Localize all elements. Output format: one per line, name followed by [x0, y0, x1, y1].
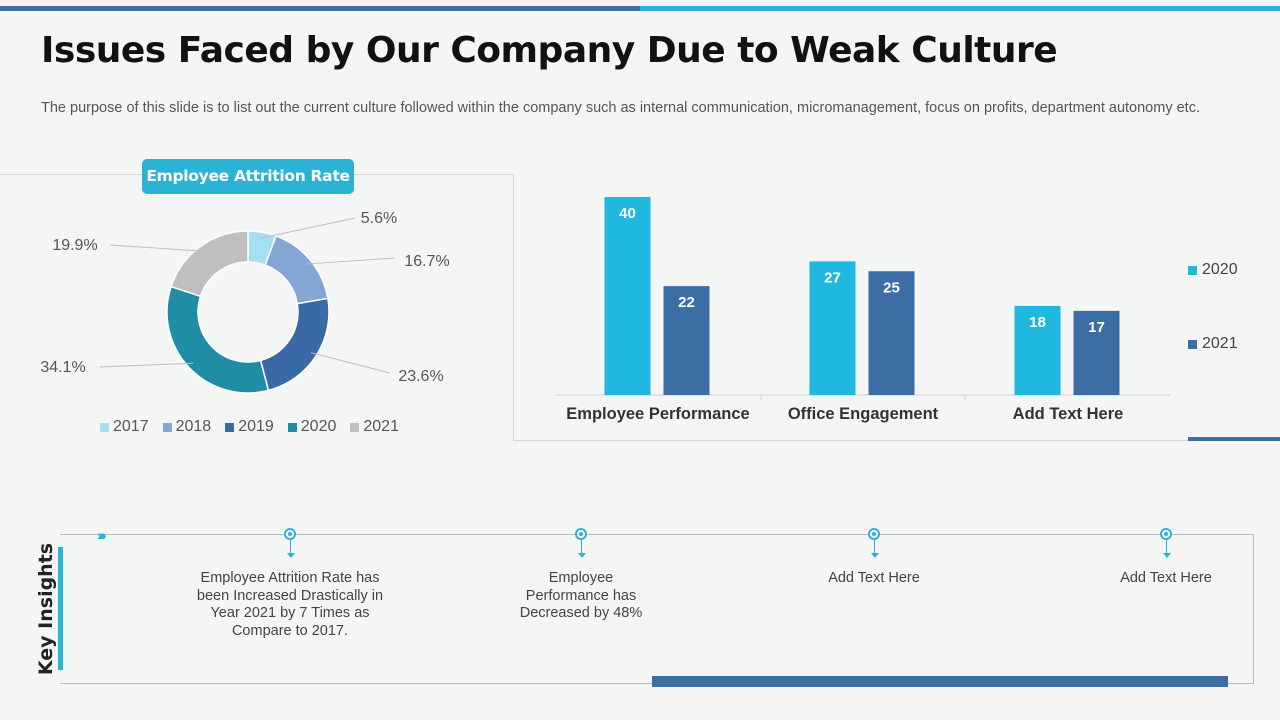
- pie-slice-2020: [166, 285, 270, 394]
- legend-label: 2018: [175, 418, 212, 435]
- pie-slice-2019: [259, 297, 330, 392]
- insight-arrow-icon: [577, 553, 586, 558]
- bar-category-label: Employee Performance: [566, 405, 749, 423]
- pie-legend-item: 2020: [287, 418, 337, 436]
- bar-data-label: 25: [883, 279, 900, 296]
- top-accent-bar-right: [640, 6, 1280, 11]
- legend-swatch: [162, 422, 172, 432]
- pie-leader-line: [261, 217, 356, 239]
- pie-data-label: 5.6%: [361, 210, 397, 227]
- insight-marker-icon: [868, 528, 880, 540]
- insight-stem: [1166, 540, 1167, 554]
- page-subtitle: The purpose of this slide is to list out…: [41, 100, 1200, 116]
- legend-label: 2017: [113, 418, 149, 435]
- bar-2021-1: [868, 271, 915, 395]
- pie-leader-line: [305, 257, 396, 265]
- pie-slice-2021: [170, 230, 249, 298]
- pie-chart-title: Employee Attrition Rate: [142, 159, 354, 194]
- insight-arrow-icon: [286, 553, 295, 558]
- legend-swatch: [225, 422, 235, 432]
- pie-data-label: 19.9%: [52, 237, 97, 254]
- key-insights-label-text: Key Insights: [35, 542, 57, 676]
- bar-2020-2: [1014, 305, 1061, 395]
- insight-text: Add Text Here: [828, 570, 920, 586]
- bar-data-label: 22: [678, 294, 695, 311]
- pie-legend-item: 2017: [100, 418, 149, 436]
- insight-stem: [290, 540, 291, 554]
- bar-data-label: 18: [1029, 314, 1046, 331]
- bar-legend-item: 2021: [1188, 335, 1238, 353]
- legend-label: 2020: [300, 418, 337, 435]
- legend-swatch: [350, 422, 360, 432]
- bar-2021-2: [1073, 310, 1120, 395]
- insight-text: Employee Performance has Decreased by 48…: [519, 570, 643, 621]
- pie-legend-item: 2019: [225, 418, 274, 436]
- pie-data-label: 34.1%: [40, 359, 85, 376]
- pie-chart: 5.6% 16.7% 23.6% 34.1% 19.9%: [40, 210, 450, 394]
- bar-chart: 40 22 Employee Performance 27 25 Office Engag…: [556, 197, 1170, 423]
- legend-swatch: [100, 422, 109, 432]
- bar-data-label: 17: [1088, 319, 1105, 336]
- bar-panel-frame: [513, 174, 1280, 441]
- insight-stem: [874, 540, 875, 554]
- bar-2021-0: [663, 286, 710, 395]
- pie-legend-item: 2018: [162, 418, 212, 436]
- bar-category-label: Add Text Here: [1013, 405, 1124, 423]
- pie-leader-line: [109, 244, 205, 252]
- legend-label: 2020: [1202, 261, 1238, 278]
- legend-swatch: [287, 422, 297, 432]
- insight-marker-icon: [575, 528, 587, 540]
- legend-label: 2021: [363, 418, 399, 435]
- pie-slice-2018: [264, 235, 329, 305]
- legend-label: 2019: [238, 418, 274, 435]
- insight-text: Add Text Here: [1120, 570, 1212, 586]
- insight-stem: [581, 540, 582, 554]
- legend-swatch: [1188, 339, 1197, 349]
- bar-panel-accent: [1188, 437, 1280, 441]
- pie-legend: 2017 2018 2019 2020 2021: [100, 418, 399, 436]
- pie-data-label: 23.6%: [398, 368, 443, 385]
- key-insights-accent: [58, 547, 63, 670]
- bar-data-label: 40: [619, 205, 636, 222]
- pie-leader-line: [310, 352, 391, 374]
- insight-arrow-icon: [870, 553, 879, 558]
- bottom-accent-bar: [652, 676, 1228, 687]
- insight-marker-icon: [284, 528, 296, 540]
- insight-arrow-icon: [1162, 553, 1171, 558]
- chevrons-icon: ››››: [97, 527, 107, 543]
- bar-legend-item: 2020: [1188, 261, 1238, 279]
- legend-swatch: [1188, 265, 1197, 275]
- insight-marker-icon: [1160, 528, 1172, 540]
- legend-label: 2021: [1202, 335, 1238, 352]
- bar-category-label: Office Engagement: [788, 405, 939, 423]
- bar-2020-1: [809, 261, 856, 395]
- bar-2020-0: [604, 197, 651, 395]
- top-accent-bar-left: [0, 6, 640, 11]
- key-insights-label: Key Insights: [20, 543, 72, 675]
- insight-text: Employee Attrition Rate has been Increas…: [196, 570, 384, 639]
- pie-data-label: 16.7%: [404, 253, 449, 270]
- pie-legend-item: 2021: [350, 418, 399, 436]
- pie-leader-line: [99, 362, 194, 368]
- bar-data-label: 27: [824, 269, 841, 286]
- page-title: Issues Faced by Our Company Due to Weak …: [41, 30, 1058, 71]
